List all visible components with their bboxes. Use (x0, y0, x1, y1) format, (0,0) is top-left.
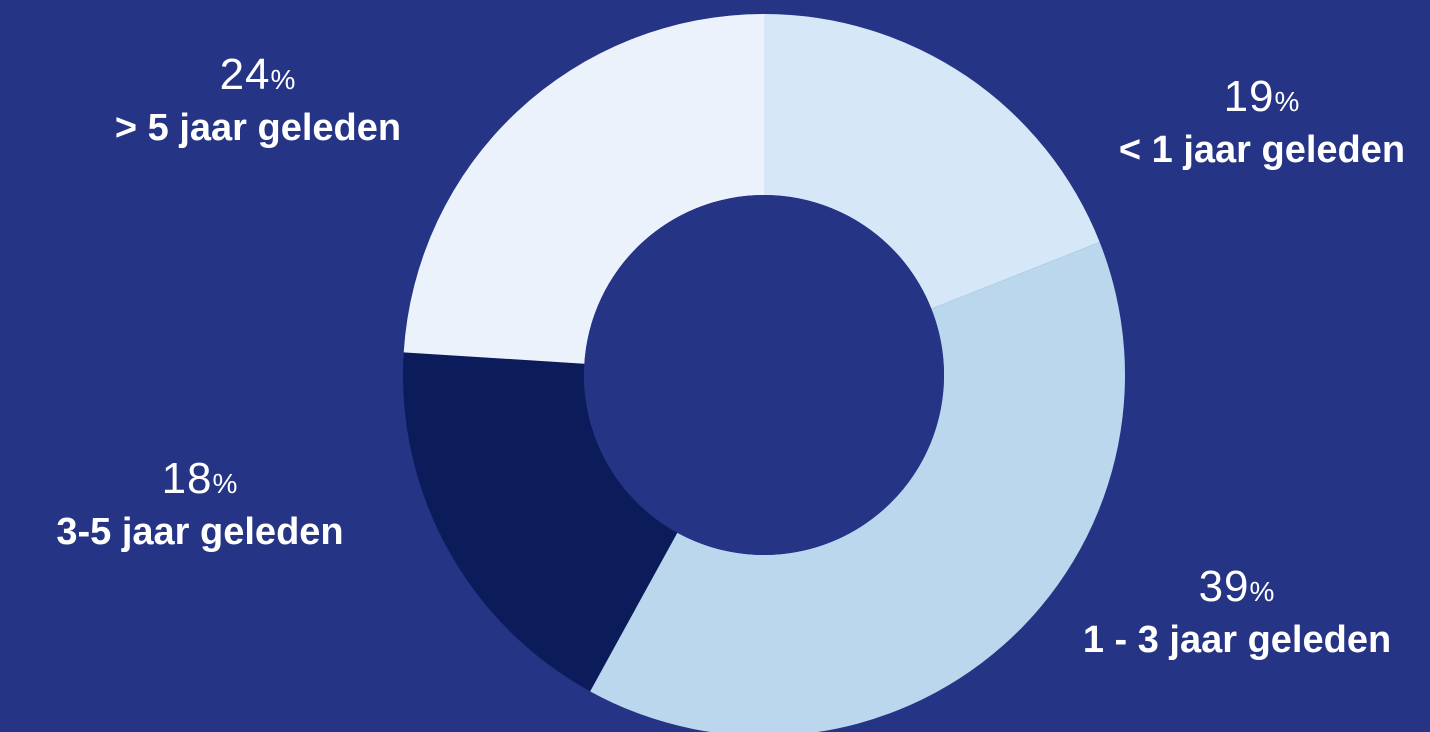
value-label-3to5: 18% (161, 454, 239, 503)
category-label-lt1: < 1 jaar geleden (1118, 129, 1406, 171)
slice-gt5 (403, 14, 764, 364)
value-label-1to3: 39% (1198, 562, 1276, 611)
slice-1to3 (590, 242, 1125, 732)
slice-lt1 (764, 14, 1100, 309)
label-gt5: 24% > 5 jaar geleden (115, 50, 401, 151)
label-1to3: 39% 1 - 3 jaar geleden (1083, 562, 1391, 663)
label-3to5: 18% 3-5 jaar geleden (56, 454, 343, 555)
category-label-1to3: 1 - 3 jaar geleden (1082, 619, 1392, 661)
value-label-gt5: 24% (219, 50, 297, 99)
value-label-lt1: 19% (1223, 72, 1301, 121)
donut-hole (584, 195, 944, 555)
label-lt1: 19% < 1 jaar geleden (1119, 72, 1405, 173)
category-label-3to5: 3-5 jaar geleden (56, 511, 344, 553)
category-label-gt5: > 5 jaar geleden (114, 107, 402, 149)
slice-3to5 (402, 352, 678, 692)
